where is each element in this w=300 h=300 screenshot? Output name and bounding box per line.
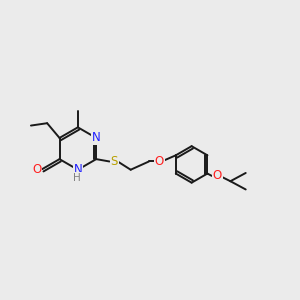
- Text: S: S: [110, 155, 118, 168]
- Text: O: O: [32, 163, 41, 176]
- Text: O: O: [154, 155, 164, 168]
- Text: N: N: [74, 163, 82, 176]
- Text: O: O: [213, 169, 222, 182]
- Text: N: N: [92, 131, 100, 144]
- Text: H: H: [74, 173, 81, 183]
